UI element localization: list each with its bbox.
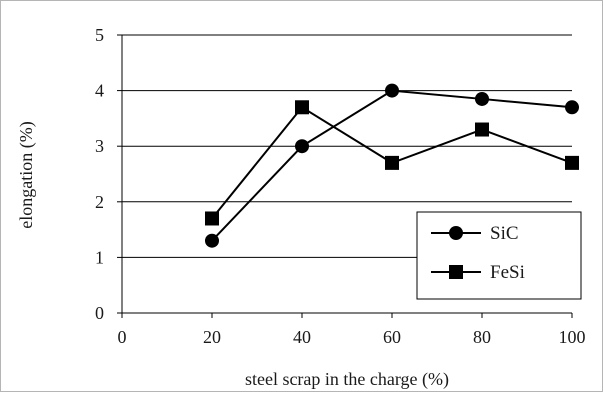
x-tick-label-0: 0 (118, 327, 127, 347)
point-fesi-20 (205, 211, 219, 226)
point-sic-100 (565, 100, 579, 115)
point-sic-60 (385, 83, 399, 98)
y-tick-label-1: 1 (95, 247, 104, 267)
legend-label-sic: SiC (490, 223, 519, 244)
y-tick-label-0: 0 (95, 303, 104, 323)
x-tick-label-80: 80 (473, 327, 491, 347)
point-fesi-100 (565, 155, 579, 170)
point-sic-20 (205, 233, 219, 248)
x-tick-label-20: 20 (203, 327, 221, 347)
series-sic (205, 83, 579, 248)
point-sic-40 (295, 139, 309, 154)
y-tick-label-2: 2 (95, 192, 104, 212)
x-tick-label-60: 60 (383, 327, 401, 347)
series-fesi (205, 100, 579, 226)
y-tick-label-4: 4 (95, 81, 104, 101)
point-fesi-60 (385, 155, 399, 170)
point-fesi-40 (295, 100, 309, 115)
y-tick-label-5: 5 (95, 25, 104, 45)
x-tick-label-40: 40 (293, 327, 311, 347)
y-tick-label-3: 3 (95, 136, 104, 156)
legend-box (416, 211, 582, 300)
legend: SiC FeSi (416, 211, 582, 300)
legend-marker-sic (449, 226, 463, 240)
point-sic-80 (475, 91, 489, 106)
x-tick-label-100: 100 (559, 327, 586, 347)
x-axis-label: steel scrap in the charge (%) (245, 369, 449, 390)
legend-label-fesi: FeSi (490, 262, 525, 283)
legend-item-fesi: FeSi (431, 262, 525, 283)
axes: 0 1 2 3 4 5 0 20 40 60 80 100 (95, 25, 586, 347)
point-fesi-80 (475, 122, 489, 137)
series-layer (205, 83, 579, 248)
y-axis-label: elongation (%) (16, 121, 37, 228)
legend-marker-fesi (449, 265, 463, 279)
legend-item-sic: SiC (431, 223, 519, 244)
